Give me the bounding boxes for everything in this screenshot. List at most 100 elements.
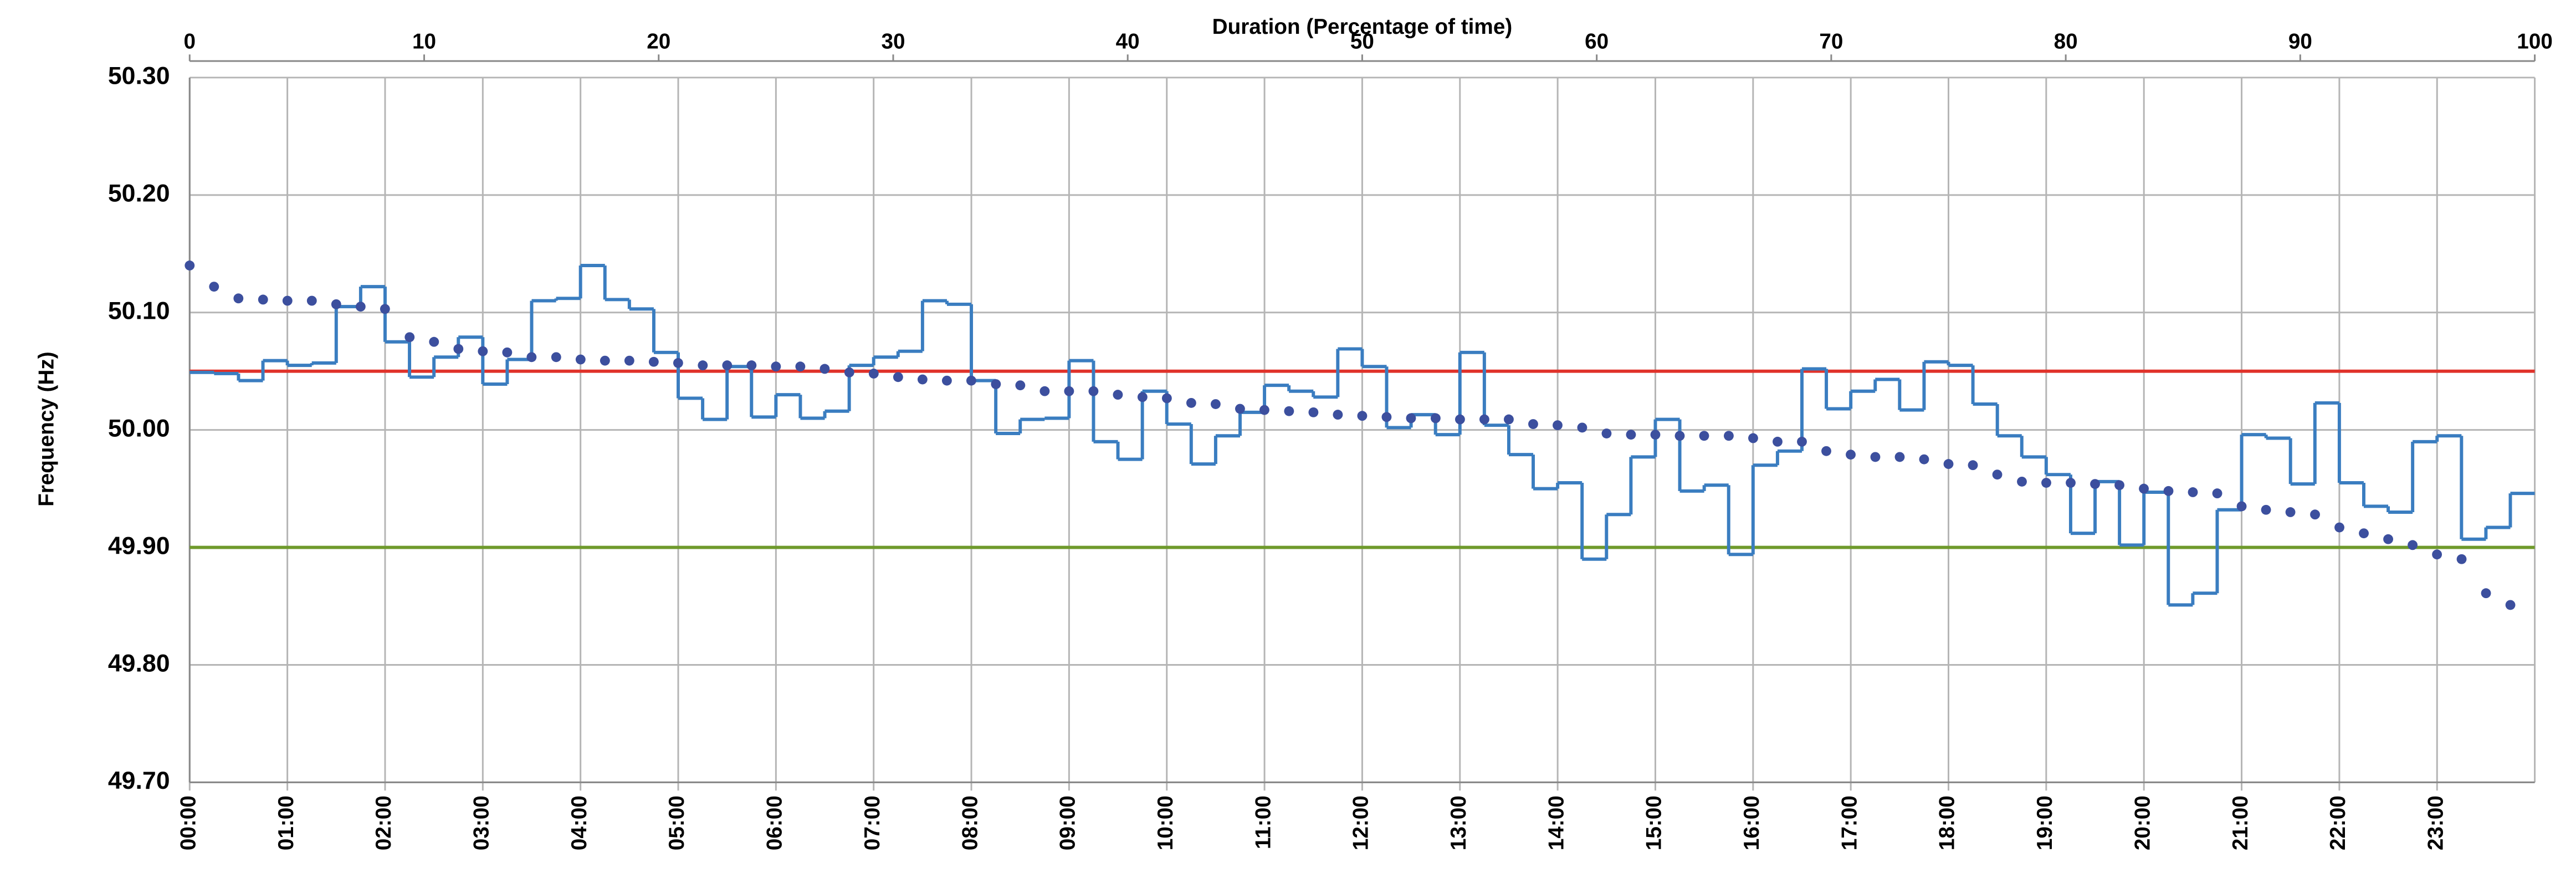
duration-point (1064, 386, 1074, 396)
x-tick-label: 05:00 (665, 795, 689, 850)
duration-point (1479, 414, 1489, 425)
duration-point (1284, 406, 1294, 416)
y-tick-label: 50.30 (108, 63, 170, 90)
duration-point (355, 302, 366, 312)
duration-point (282, 295, 293, 306)
duration-point (2261, 504, 2271, 515)
y-tick-label: 49.70 (108, 767, 170, 794)
duration-point (1259, 405, 1269, 415)
duration-point (991, 379, 1001, 389)
x2-tick-label: 30 (881, 30, 905, 54)
x-tick-label: 11:00 (1251, 795, 1275, 849)
duration-point (1088, 386, 1099, 396)
duration-point (2310, 509, 2320, 520)
y-axis-label: Frequency (Hz) (35, 351, 59, 507)
duration-point (404, 332, 415, 343)
duration-point (1015, 380, 1026, 391)
x-tick-label: 20:00 (2131, 795, 2154, 850)
x2-tick-label: 50 (1350, 30, 1374, 54)
duration-point (966, 375, 976, 386)
duration-point (795, 361, 806, 372)
duration-point (2505, 600, 2516, 610)
x-tick-label: 02:00 (372, 795, 396, 850)
duration-point (771, 361, 781, 372)
x2-tick-label: 80 (2054, 30, 2078, 54)
duration-point (2163, 486, 2174, 496)
duration-point (1333, 410, 1343, 420)
x-tick-label: 12:00 (1349, 795, 1373, 850)
duration-point (2017, 476, 2027, 487)
duration-point (1773, 436, 1783, 447)
duration-point (1626, 430, 1636, 440)
duration-point (233, 293, 244, 304)
duration-point (209, 282, 219, 292)
duration-point (575, 354, 586, 365)
x2-tick-label: 40 (1116, 30, 1140, 54)
duration-point (2212, 488, 2222, 499)
duration-point (1846, 450, 1856, 460)
duration-point (1674, 431, 1685, 441)
x-tick-label: 03:00 (470, 795, 494, 850)
y-tick-label: 50.20 (108, 180, 170, 207)
duration-point (600, 355, 610, 366)
duration-point (868, 369, 879, 379)
duration-point (429, 336, 439, 347)
duration-point (1821, 446, 1831, 456)
x-tick-label: 01:00 (274, 795, 298, 850)
y-tick-label: 50.10 (108, 298, 170, 325)
x-tick-label: 23:00 (2424, 795, 2447, 850)
x2-tick-label: 60 (1585, 30, 1609, 54)
x2-tick-label: 20 (647, 30, 670, 54)
duration-point (2236, 501, 2247, 512)
duration-point (1430, 413, 1441, 423)
x-tick-label: 13:00 (1447, 795, 1471, 850)
duration-point (917, 374, 928, 385)
duration-point (1308, 407, 1319, 417)
duration-point (258, 294, 268, 305)
duration-point (624, 355, 634, 366)
duration-point (2139, 483, 2149, 494)
x-tick-label: 17:00 (1837, 795, 1861, 850)
duration-point (1039, 386, 1050, 396)
duration-point (1504, 414, 1514, 425)
duration-point (1113, 390, 1123, 400)
x-tick-label: 19:00 (2033, 795, 2057, 850)
duration-point (2359, 528, 2369, 539)
duration-point (526, 352, 537, 363)
duration-point (1943, 459, 1954, 469)
x-tick-label: 21:00 (2229, 795, 2252, 850)
duration-point (1601, 428, 1612, 438)
x2-tick-label: 70 (1819, 30, 1843, 54)
duration-point (1870, 452, 1881, 462)
duration-point (1797, 436, 1807, 447)
x2-tick-label: 90 (2288, 30, 2312, 54)
x-tick-label: 06:00 (763, 795, 787, 850)
duration-point (1137, 392, 1148, 402)
duration-point (941, 375, 952, 386)
duration-point (1406, 413, 1416, 423)
x-tick-label: 00:00 (176, 795, 200, 850)
duration-point (1894, 452, 1905, 462)
x-tick-label: 09:00 (1056, 795, 1080, 850)
duration-point (453, 344, 464, 354)
duration-point (2188, 487, 2198, 497)
duration-point (648, 356, 659, 367)
x-tick-label: 15:00 (1642, 795, 1666, 850)
duration-point (722, 360, 733, 371)
x-tick-label: 04:00 (567, 795, 591, 850)
duration-point (1724, 431, 1734, 441)
duration-point (306, 295, 317, 306)
duration-point (1650, 430, 1661, 440)
chart-title: Duration (Percentage of time) (1212, 15, 1513, 39)
y-tick-label: 49.90 (108, 532, 170, 559)
x-tick-label: 16:00 (1740, 795, 1764, 850)
duration-point (551, 352, 561, 363)
duration-point (1699, 431, 1709, 441)
duration-point (502, 347, 513, 358)
x2-tick-label: 100 (2517, 30, 2553, 54)
duration-point (1577, 422, 1587, 433)
duration-point (2383, 534, 2394, 544)
